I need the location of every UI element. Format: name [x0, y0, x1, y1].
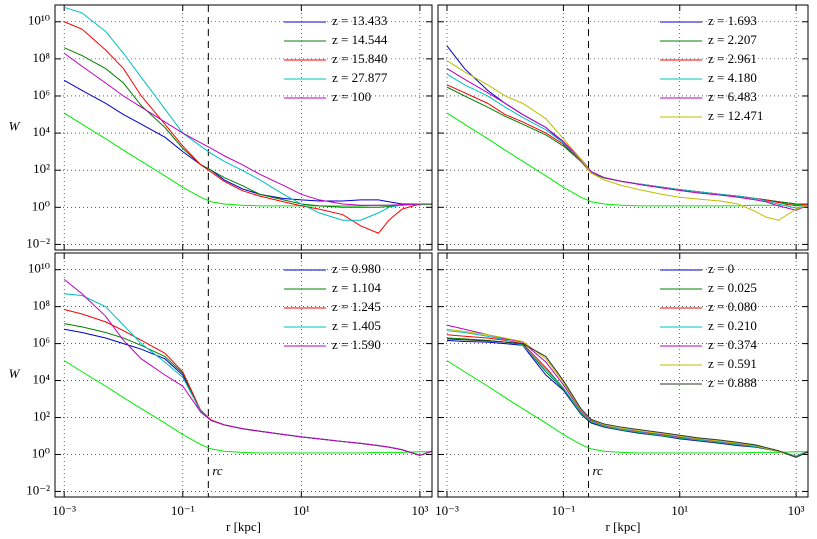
series-line [63, 79, 432, 205]
series-line [63, 278, 432, 456]
legend-label: z = 1.245 [332, 299, 381, 314]
y-tick-label: 10⁰ [32, 445, 50, 460]
plot-frame [437, 4, 809, 251]
y-tick-label: 10² [33, 161, 50, 176]
y-tick-label: 10⁻² [26, 235, 50, 250]
legend-label: z = 1.590 [332, 337, 381, 352]
legend-label: z = 4.180 [708, 70, 757, 85]
y-tick-label: 10² [33, 409, 50, 424]
series-line [63, 360, 432, 454]
plot-frame [54, 4, 433, 251]
y-tick-label: 10⁻² [26, 482, 50, 497]
legend-label: z = 12.471 [708, 108, 763, 123]
series-line [446, 328, 808, 458]
legend-label: z = 27.877 [332, 70, 388, 85]
legend-label: z = 0.980 [332, 261, 381, 276]
y-tick-label: 10⁶ [32, 87, 50, 102]
legend-label: z = 0.025 [708, 280, 757, 295]
series-line [446, 338, 808, 458]
legend-label: z = 2.207 [708, 32, 757, 47]
series-line [446, 360, 808, 454]
x-tick-label: 10¹ [671, 503, 688, 518]
y-tick-label: 10⁰ [32, 198, 50, 213]
x-axis-label: r [kpc] [226, 519, 261, 534]
x-tick-label: 10⁻¹ [552, 503, 576, 518]
series-line [64, 6, 432, 221]
legend-label: z = 15.840 [332, 51, 387, 66]
plot-frame [437, 252, 809, 498]
legend-label: z = 6.483 [708, 89, 757, 104]
y-axis-label: W [9, 118, 21, 133]
legend-label: z = 0.210 [708, 318, 757, 333]
y-tick-label: 10⁶ [32, 335, 50, 350]
x-tick-label: 10⁻³ [435, 503, 459, 518]
legend-label: z = 0.080 [708, 299, 757, 314]
legend-label: z = 2.961 [708, 51, 757, 66]
series-line [63, 47, 432, 208]
y-tick-label: 10⁸ [32, 298, 50, 313]
series-line [446, 68, 808, 211]
series-line [446, 60, 808, 221]
legend-label: z = 0.888 [708, 375, 757, 390]
annotation: rc [592, 463, 603, 478]
y-axis-label: W [9, 366, 21, 381]
x-tick-label: 10¹ [293, 503, 310, 518]
legend-label: z = 0.374 [708, 337, 757, 352]
x-axis-label: r [kpc] [605, 519, 640, 534]
y-tick-label: 10⁴ [32, 372, 50, 387]
x-tick-label: 10³ [788, 503, 805, 518]
y-tick-label: 10⁴ [32, 124, 50, 139]
y-tick-label: 10⁸ [32, 50, 50, 65]
series-line [446, 112, 808, 207]
annotation: rc [212, 463, 223, 478]
legend-label: z = 14.544 [332, 32, 388, 47]
legend-label: z = 1.405 [332, 318, 381, 333]
x-tick-label: 10⁻³ [52, 503, 76, 518]
legend-label: z = 1.104 [332, 280, 381, 295]
y-tick-label: 10¹⁰ [28, 13, 50, 28]
legend-label: z = 100 [332, 89, 371, 104]
x-tick-label: 10³ [411, 503, 428, 518]
series-line [63, 52, 432, 206]
legend-label: z = 13.433 [332, 13, 387, 28]
legend-label: z = 0 [708, 261, 734, 276]
plot-frame [54, 252, 433, 498]
y-tick-label: 10¹⁰ [28, 261, 50, 276]
legend-label: z = 1.693 [708, 13, 757, 28]
series-line [63, 21, 432, 234]
legend-label: z = 0.591 [708, 356, 757, 371]
x-tick-label: 10⁻¹ [171, 503, 195, 518]
